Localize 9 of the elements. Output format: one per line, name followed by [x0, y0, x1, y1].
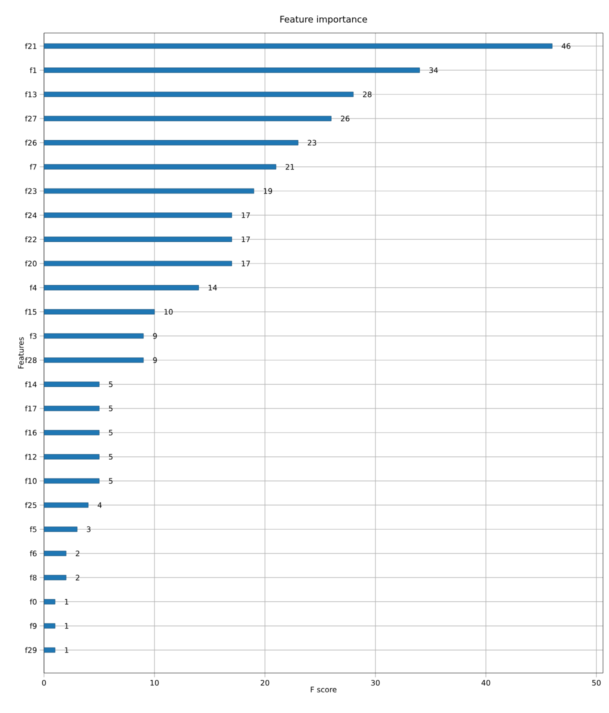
bar — [44, 309, 155, 314]
chart-title: Feature importance — [280, 16, 368, 24]
bar — [44, 236, 232, 242]
bar — [44, 526, 78, 532]
bar — [44, 140, 298, 146]
bar — [44, 454, 100, 460]
bar — [44, 382, 100, 387]
bar — [44, 68, 420, 73]
bar — [44, 212, 232, 218]
